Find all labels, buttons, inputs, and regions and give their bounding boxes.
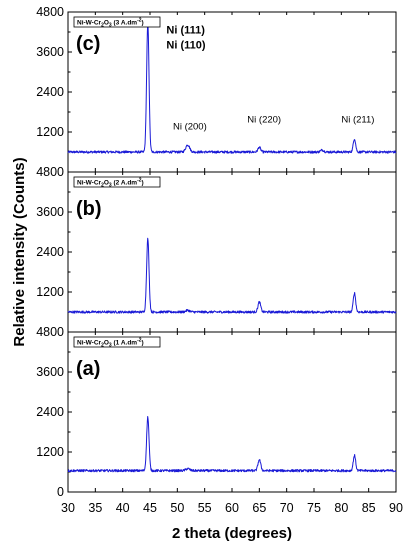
spectrum-line <box>67 22 397 154</box>
x-tick-label: 55 <box>198 501 212 515</box>
panel-letter: (c) <box>76 33 100 55</box>
legend-text: Ni-W-Cr2O3 (1 A.dm-2) <box>77 338 144 349</box>
y-tick-label: 4800 <box>36 325 64 339</box>
y-tick-label: 1200 <box>36 125 64 139</box>
y-tick-label: 2400 <box>36 85 64 99</box>
peak-label: Ni (111) <box>166 25 205 37</box>
legend: Ni-W-Cr2O3 (1 A.dm-2) <box>73 336 161 349</box>
peak-label: Ni (200) <box>173 121 207 132</box>
x-tick-label: 80 <box>334 501 348 515</box>
panel-frame <box>67 171 397 333</box>
y-tick-label: 1200 <box>36 445 64 459</box>
x-tick-label: 70 <box>280 501 294 515</box>
x-tick-label: 75 <box>307 501 321 515</box>
x-tick-label: 90 <box>389 501 403 515</box>
y-tick-label: 2400 <box>36 405 64 419</box>
x-tick-label: 85 <box>362 501 376 515</box>
y-tick-label: 0 <box>57 485 64 499</box>
legend: Ni-W-Cr2O3 (3 A.dm-2) <box>73 16 161 29</box>
panel-a: 0 1200 2400 3600 4800 Ni-W-Cr2O3 (1 A.dm-2) (a… <box>36 325 397 499</box>
y-tick-label: 3600 <box>36 45 64 59</box>
spectrum-line <box>67 237 397 314</box>
panel-frame <box>67 331 397 493</box>
peak-label: Ni (211) <box>341 115 374 126</box>
y-tick-label: 3600 <box>36 205 64 219</box>
y-tick-label: 4800 <box>36 165 64 179</box>
panel-letter: (b) <box>76 198 102 220</box>
y-tick-label: 3600 <box>36 365 64 379</box>
legend-box <box>73 176 161 188</box>
x-tick-label: 50 <box>170 501 184 515</box>
x-tick-label: 35 <box>88 501 102 515</box>
legend-box <box>73 16 161 28</box>
x-tick-label: 60 <box>225 501 239 515</box>
legend: Ni-W-Cr2O3 (2 A.dm-2) <box>73 176 161 189</box>
y-tick-label: 1200 <box>36 285 64 299</box>
legend-text: Ni-W-Cr2O3 (2 A.dm-2) <box>77 178 144 189</box>
peak-label: Ni (110) <box>166 40 205 52</box>
legend-box <box>73 336 161 348</box>
panel-c: 1200 2400 3600 4800 Ni-W-Cr2O3 (3 A.dm-2) (c)… <box>36 5 397 173</box>
y-tick-label: 4800 <box>36 5 64 19</box>
x-axis-title: 2 theta (degrees) <box>172 525 292 542</box>
legend-text: Ni-W-Cr2O3 (3 A.dm-2) <box>77 18 144 29</box>
spectrum-line <box>67 415 397 473</box>
x-tick-label: 65 <box>252 501 266 515</box>
y-tick-label: 2400 <box>36 245 64 259</box>
peak-label: Ni (220) <box>247 115 281 126</box>
panel-frame <box>67 11 397 173</box>
y-axis-title: Relative intensity (Counts) <box>11 157 28 346</box>
panel-b: 1200 2400 3600 4800 Ni-W-Cr2O3 (2 A.dm-2) (b) <box>36 165 397 333</box>
x-tick-label: 30 <box>61 501 75 515</box>
panel-letter: (a) <box>76 358 100 380</box>
x-tick-label: 40 <box>116 501 130 515</box>
x-tick-label: 45 <box>143 501 157 515</box>
